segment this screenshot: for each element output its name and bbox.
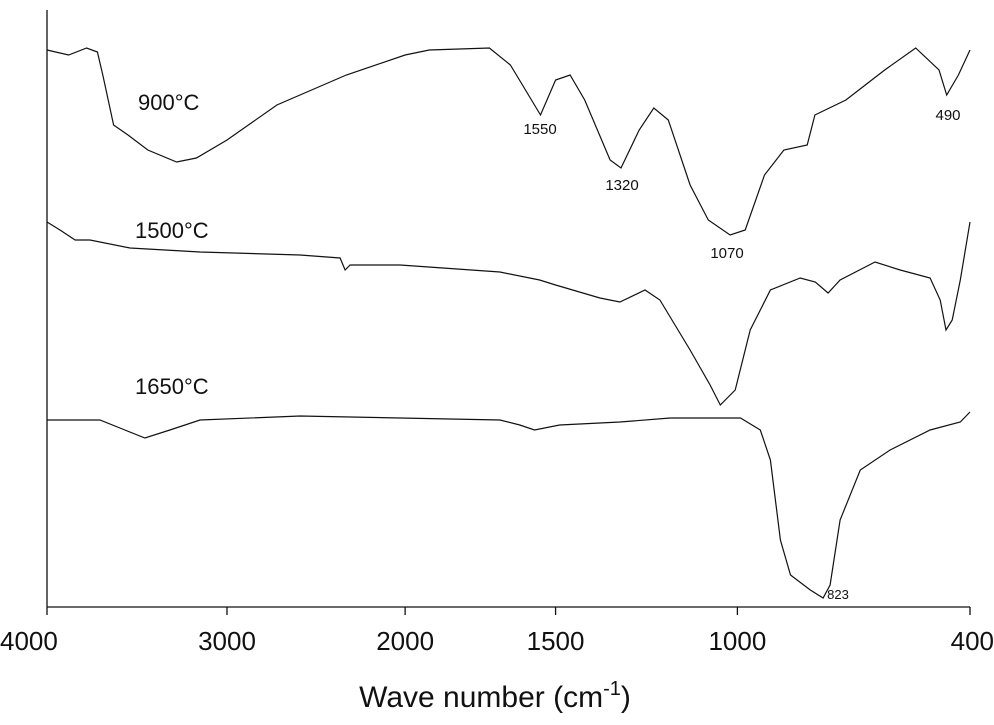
x-tick-label: 400	[951, 626, 994, 656]
peak-label: 490	[935, 107, 960, 124]
peak-label: 823	[827, 587, 849, 602]
x-axis-label-text: Wave number (cm	[359, 681, 603, 714]
spectrum-line	[47, 411, 971, 599]
spectrum-line	[46, 47, 971, 236]
peak-label: 1070	[710, 245, 743, 262]
x-tick-label: 3000	[198, 626, 256, 656]
x-tick-label: 1000	[708, 626, 766, 656]
spectrum-line	[46, 221, 971, 407]
x-axis-label: Wave number (cm-1)	[359, 678, 631, 714]
x-tick-label: 1500	[527, 626, 585, 656]
x-axis-label-close: )	[621, 681, 631, 714]
peak-label: 1320	[605, 177, 638, 194]
series-label: 1500°C	[135, 218, 209, 243]
x-axis-label-sup: -1	[603, 678, 621, 700]
x-tick-label: 4000	[0, 626, 58, 656]
series-label: 1650°C	[135, 374, 209, 399]
series-label: 900°C	[138, 90, 200, 115]
x-tick-label: 2000	[376, 626, 434, 656]
peak-label: 1550	[523, 121, 556, 138]
